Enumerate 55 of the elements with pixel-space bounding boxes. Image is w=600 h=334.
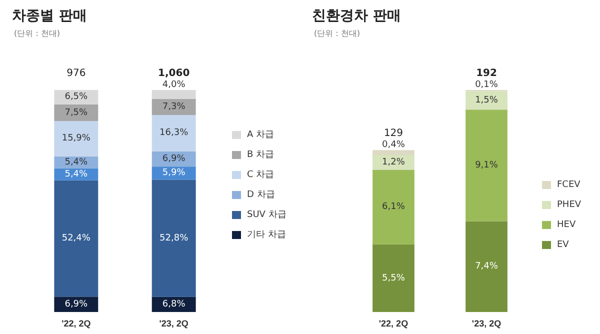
data-label: 16,3% bbox=[160, 128, 189, 138]
data-label: 5,9% bbox=[162, 168, 186, 178]
x-tick-label: '22, 2Q bbox=[378, 318, 408, 328]
x-tick-label: '23, 2Q bbox=[472, 318, 502, 328]
legend-label: A 차급 bbox=[247, 130, 274, 140]
bar bbox=[466, 91, 508, 110]
legend-label: FCEV bbox=[557, 180, 582, 190]
annotation: 129 bbox=[384, 128, 404, 140]
bar bbox=[152, 180, 196, 297]
data-label: 6,8% bbox=[162, 299, 186, 310]
chart-title: 친환경차 판매 bbox=[312, 8, 401, 24]
legend-label: SUV 차급 bbox=[247, 210, 286, 220]
data-label: 9,1% bbox=[475, 160, 498, 170]
data-label: 1,2% bbox=[382, 157, 406, 168]
bar bbox=[372, 244, 414, 312]
legend-label: B 차급 bbox=[247, 150, 274, 160]
data-label: 52,8% bbox=[160, 233, 189, 244]
data-label: 7,5% bbox=[64, 108, 88, 118]
legend-label: 기타 차급 bbox=[247, 230, 286, 240]
bar bbox=[54, 180, 98, 297]
bar bbox=[372, 170, 414, 245]
annotation: 976 bbox=[66, 68, 86, 79]
data-label: 0,1% bbox=[475, 80, 498, 90]
chart-subtitle: (단위 : 천대) bbox=[314, 29, 360, 38]
annotation: 1,060 bbox=[158, 68, 190, 79]
bar bbox=[54, 104, 98, 122]
data-label: 5,4% bbox=[64, 169, 88, 180]
legend-label: D 차급 bbox=[247, 190, 275, 200]
legend-label: HEV bbox=[557, 220, 576, 230]
data-label: 7,4% bbox=[475, 262, 498, 272]
data-label: 1,5% bbox=[475, 95, 498, 106]
legend-label: PHEV bbox=[557, 200, 582, 210]
bar bbox=[152, 90, 196, 99]
data-label: 52,4% bbox=[62, 234, 91, 244]
data-label: 6,9% bbox=[64, 299, 88, 310]
data-label: 6,9% bbox=[162, 154, 186, 164]
chart-subtitle: (단위 : 천대) bbox=[14, 29, 60, 38]
data-label: 7,3% bbox=[162, 102, 186, 112]
bar bbox=[466, 221, 508, 312]
data-label: 4,0% bbox=[162, 80, 186, 90]
data-label: 15,9% bbox=[62, 134, 91, 144]
data-label: 5,4% bbox=[64, 157, 88, 168]
data-label: 5,5% bbox=[382, 273, 406, 284]
data-label: 6,5% bbox=[64, 92, 88, 102]
x-tick-label: '22, 2Q bbox=[62, 318, 91, 328]
chart-title: 차종별 판매 bbox=[12, 8, 87, 24]
bar bbox=[54, 121, 98, 156]
legend-label: C 차급 bbox=[247, 170, 274, 180]
legend-label: EV bbox=[557, 240, 570, 250]
data-label: 6,1% bbox=[382, 202, 406, 212]
annotation: 192 bbox=[476, 68, 497, 79]
bar bbox=[466, 110, 508, 222]
data-label: 0,4% bbox=[382, 140, 406, 150]
x-tick-label: '23, 2Q bbox=[159, 318, 188, 328]
bar bbox=[152, 115, 196, 152]
